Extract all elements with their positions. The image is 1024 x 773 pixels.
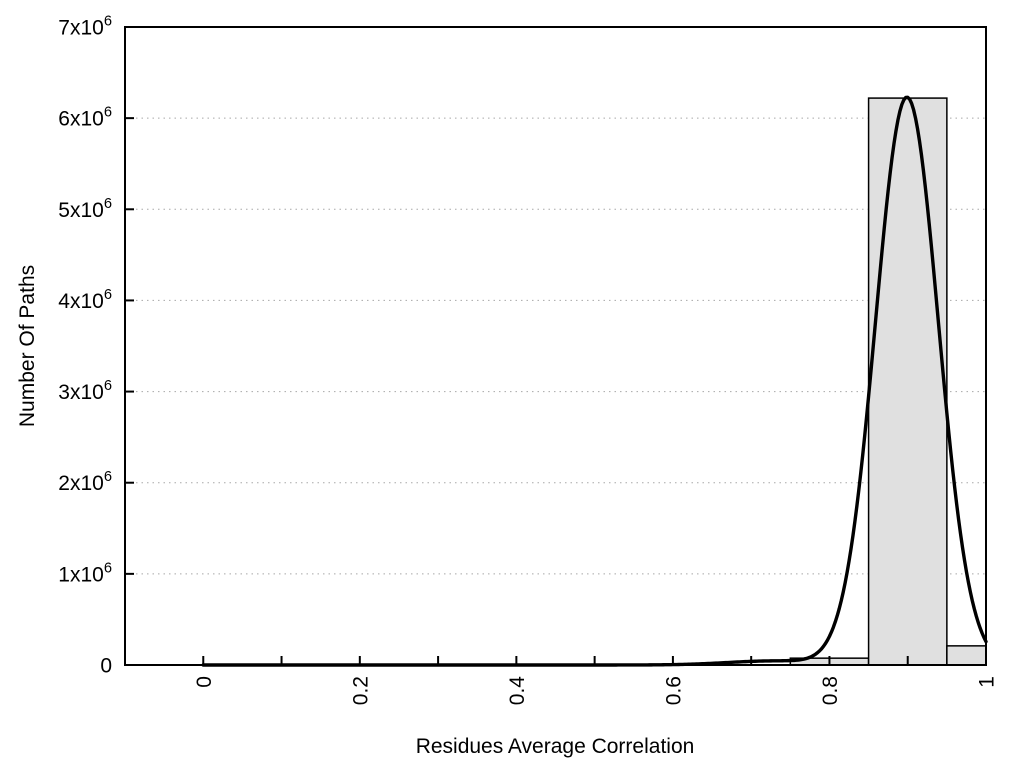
y-tick-label: 6x106 xyxy=(58,105,112,131)
y-tick-label: 3x106 xyxy=(58,378,112,404)
y-tick-label: 4x106 xyxy=(58,287,112,313)
x-tick-label: 0.8 xyxy=(819,676,842,705)
y-axis-title: Number Of Paths xyxy=(16,265,39,427)
y-tick-label: 0 xyxy=(100,655,112,678)
x-tick-label: 0 xyxy=(193,676,216,688)
y-tick-label: 7x106 xyxy=(58,14,112,40)
y-tick-label: 5x106 xyxy=(58,196,112,222)
tick-labels-layer: 0 1x106 2x106 3x106 4x106 5x106 6x106 7x106 0 0.2… xyxy=(58,14,998,706)
y-tick-label: 2x106 xyxy=(58,469,112,495)
plot-border xyxy=(124,26,987,666)
histogram-bar xyxy=(946,645,987,666)
histogram-bar xyxy=(867,97,948,666)
x-tick-label: 1 xyxy=(976,676,999,688)
histogram-bars xyxy=(789,97,987,666)
plot-border-layer xyxy=(124,26,987,666)
axis-ticks xyxy=(125,26,987,666)
y-tick-label: 1x106 xyxy=(58,560,112,586)
x-tick-label: 0.6 xyxy=(662,676,685,705)
x-tick-label: 0.2 xyxy=(349,676,372,705)
x-tick-label: 0.4 xyxy=(506,676,529,706)
grid-layer xyxy=(125,117,986,575)
x-axis-title: Residues Average Correlation xyxy=(416,735,695,758)
